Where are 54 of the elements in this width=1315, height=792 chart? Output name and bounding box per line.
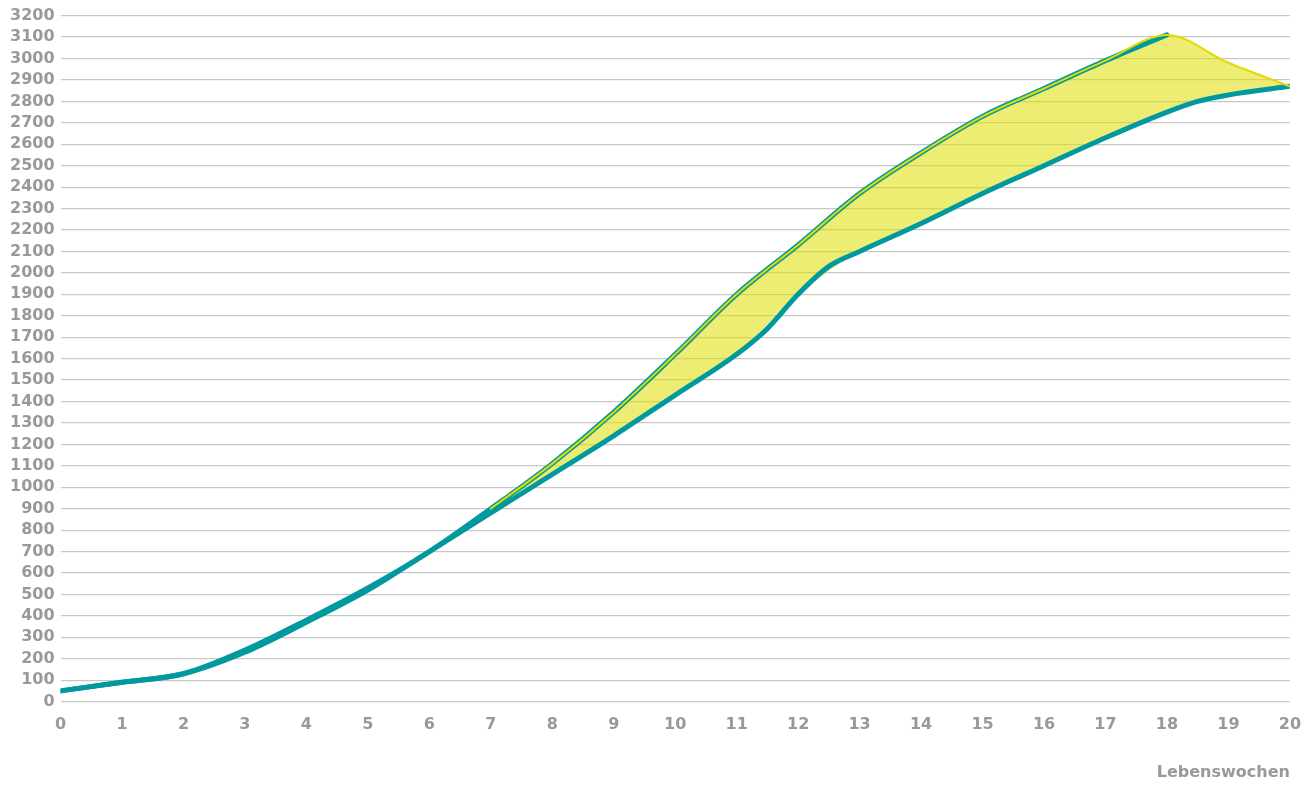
- y-tick-label: 2500: [10, 154, 55, 174]
- y-tick-label: 0: [43, 690, 55, 710]
- x-tick-label: 3: [239, 714, 251, 734]
- x-tick-label: 15: [971, 714, 994, 734]
- y-tick-label: 500: [21, 583, 55, 603]
- y-tick-label: 800: [21, 519, 55, 539]
- y-tick-label: 2800: [10, 90, 55, 110]
- x-tick-label: 7: [485, 714, 497, 734]
- y-tick-label: 1500: [10, 369, 55, 389]
- y-tick-label: 900: [21, 497, 55, 517]
- x-axis-title: Lebenswochen: [1156, 761, 1290, 781]
- y-tick-label: 2200: [10, 219, 55, 239]
- x-tick-label: 4: [300, 714, 312, 734]
- x-tick-label: 18: [1155, 714, 1179, 734]
- x-tick-label: 14: [909, 714, 933, 734]
- y-tick-label: 700: [21, 540, 55, 560]
- y-tick-label: 2900: [10, 69, 55, 89]
- y-tick-label: 2700: [10, 111, 55, 131]
- y-tick-label: 3100: [10, 26, 55, 46]
- y-tick-label: 300: [21, 626, 55, 646]
- x-tick-label: 17: [1094, 714, 1117, 734]
- y-tick-label: 1600: [10, 347, 55, 367]
- y-tick-label: 100: [21, 669, 55, 689]
- y-tick-label: 3200: [10, 4, 55, 24]
- y-tick-label: 1300: [10, 412, 55, 432]
- x-tick-label: 2: [177, 714, 190, 734]
- x-tick-label: 12: [787, 714, 810, 734]
- x-tick-label: 9: [608, 714, 620, 734]
- y-tick-label: 2600: [10, 133, 55, 153]
- x-tick-label: 1: [116, 714, 128, 734]
- y-tick-label: 1400: [10, 390, 55, 410]
- y-tick-label: 1900: [10, 283, 55, 303]
- x-tick-label: 6: [423, 714, 435, 734]
- y-tick-label: 400: [21, 605, 55, 625]
- x-tick-label: 20: [1278, 714, 1301, 734]
- x-tick-label: 5: [362, 714, 374, 734]
- y-tick-label: 2400: [10, 176, 55, 196]
- y-tick-label: 1800: [10, 304, 55, 324]
- y-tick-label: 1700: [10, 326, 55, 346]
- y-tick-label: 1200: [10, 433, 55, 453]
- y-tick-label: 3000: [10, 47, 55, 67]
- y-tick-label: 200: [21, 647, 55, 667]
- x-tick-label: 13: [848, 714, 871, 734]
- y-tick-label: 2100: [10, 240, 55, 260]
- y-tick-label: 2300: [10, 197, 55, 217]
- x-tick-label: 11: [725, 714, 748, 734]
- y-tick-label: 600: [21, 562, 55, 582]
- y-tick-label: 1100: [10, 454, 55, 474]
- y-tick-label: 2000: [10, 262, 55, 282]
- y-tick-label: 1000: [10, 476, 55, 496]
- x-tick-label: 10: [664, 714, 687, 734]
- x-tick-label: 16: [1032, 714, 1056, 734]
- x-tick-label: 19: [1217, 714, 1240, 734]
- x-tick-label: 8: [546, 714, 558, 734]
